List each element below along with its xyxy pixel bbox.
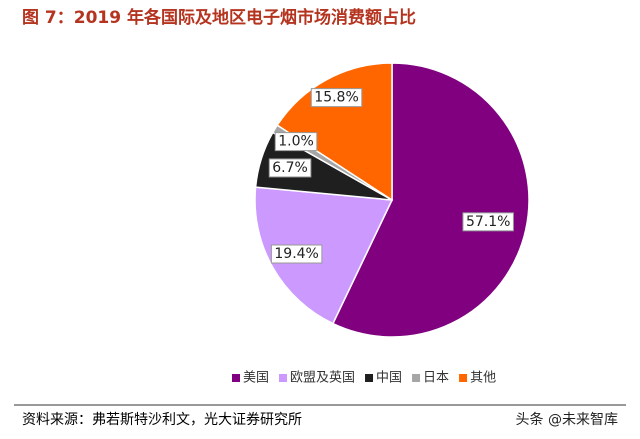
legend-swatch xyxy=(459,374,468,382)
legend-swatch xyxy=(279,374,288,382)
legend-label: 美国 xyxy=(243,371,269,386)
legend-swatch xyxy=(412,374,421,382)
label-box xyxy=(270,244,323,264)
pie-slice xyxy=(331,62,530,338)
data-label: 15.8% xyxy=(314,90,358,106)
label-box xyxy=(310,88,363,108)
label-box xyxy=(268,158,312,178)
pie-slice xyxy=(254,186,394,325)
legend-label: 日本 xyxy=(423,371,449,386)
source: 资料来源：弗若斯特沙利文，光大证券研究所 xyxy=(22,412,302,428)
chart-title: 图 7：2019 年各国际及地区电子烟市场消费额占比 xyxy=(22,7,416,28)
watermark: 头条 @未来智库 xyxy=(516,411,618,428)
data-label: 19.4% xyxy=(274,246,318,262)
pie-slice xyxy=(276,62,393,202)
label-box xyxy=(462,212,514,232)
label-box xyxy=(274,132,318,152)
data-label: 1.0% xyxy=(278,134,314,150)
data-label: 57.1% xyxy=(466,214,510,230)
data-label: 6.7% xyxy=(272,160,308,176)
legend-swatch xyxy=(232,374,240,382)
legend-swatch xyxy=(365,374,374,382)
legend-label: 中国 xyxy=(376,371,402,386)
legend-label: 欧盟及英国 xyxy=(290,371,355,386)
legend-label: 其他 xyxy=(470,371,496,386)
